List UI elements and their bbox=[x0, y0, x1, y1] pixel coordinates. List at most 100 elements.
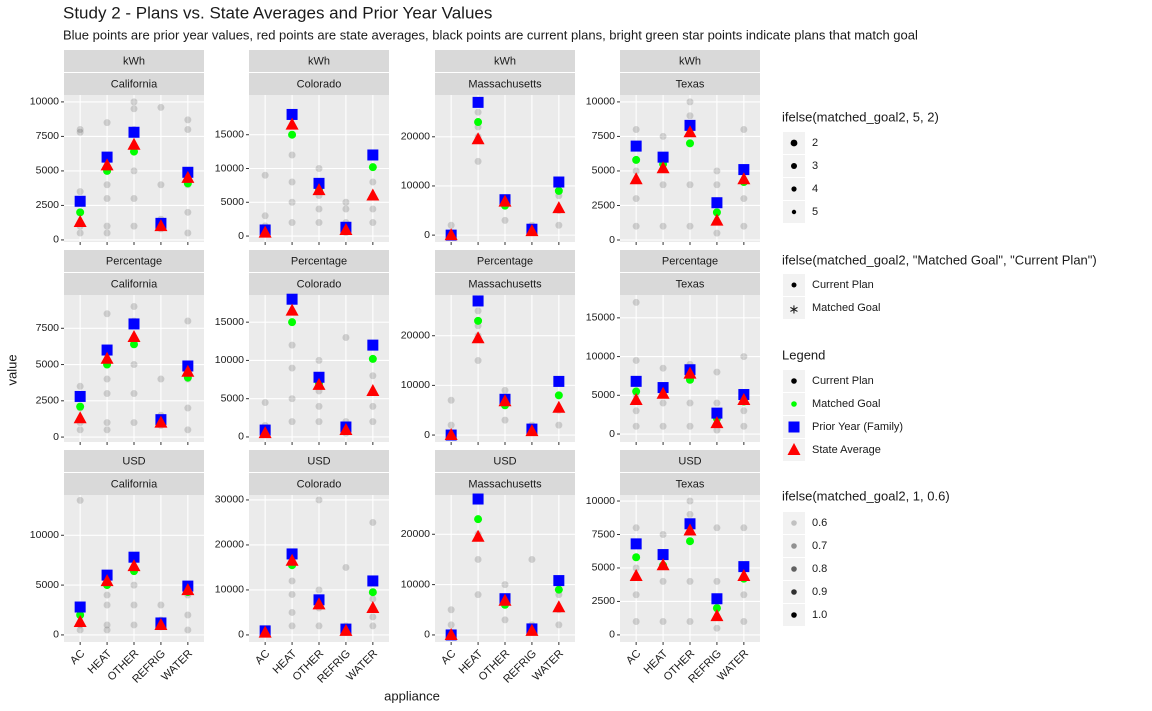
current-plan-point bbox=[76, 382, 84, 390]
strip bbox=[620, 450, 760, 472]
current-plan-point bbox=[130, 105, 138, 113]
series-3-point bbox=[339, 222, 353, 235]
series-3-point bbox=[471, 331, 485, 344]
strip bbox=[249, 250, 389, 272]
current-plan-point bbox=[288, 622, 296, 630]
series-3-point bbox=[471, 132, 485, 145]
current-plan-point bbox=[130, 390, 138, 398]
y-tick-label: 5000 bbox=[592, 562, 616, 574]
strip bbox=[435, 250, 575, 272]
legend-alpha-key bbox=[791, 589, 797, 595]
legend-label: Prior Year (Family) bbox=[812, 421, 903, 433]
current-plan-point bbox=[740, 591, 748, 599]
current-plan-point bbox=[713, 181, 721, 189]
current-plan-point bbox=[103, 626, 111, 634]
series-2-point bbox=[553, 176, 565, 188]
current-plan-point bbox=[288, 590, 296, 598]
strip-label: Colorado bbox=[297, 78, 342, 90]
y-tick-label: 0 bbox=[53, 234, 59, 246]
y-tick-label: 20000 bbox=[401, 131, 430, 143]
current-plan-point bbox=[686, 497, 694, 505]
series-3-point bbox=[285, 117, 299, 130]
strip bbox=[64, 73, 204, 95]
current-plan-point bbox=[659, 364, 667, 372]
y-tick-label: 5000 bbox=[36, 358, 60, 370]
series-2-point bbox=[74, 390, 86, 402]
series-3-point bbox=[444, 228, 458, 241]
series-3-point bbox=[285, 553, 299, 566]
current-plan-point bbox=[632, 356, 640, 364]
current-plan-point bbox=[447, 396, 455, 404]
strip bbox=[249, 273, 389, 295]
current-plan-point bbox=[659, 618, 667, 626]
current-plan-point bbox=[632, 524, 640, 532]
current-plan-point bbox=[288, 151, 296, 159]
y-tick-label: 5000 bbox=[592, 165, 616, 177]
current-plan-point bbox=[76, 188, 84, 196]
strip bbox=[249, 450, 389, 472]
series-3-point bbox=[100, 574, 114, 587]
series-1-point bbox=[288, 318, 297, 327]
series-1-point bbox=[554, 186, 563, 195]
strip-label: USD bbox=[493, 455, 516, 467]
strip-label: Massachusetts bbox=[468, 478, 542, 490]
series-1-point bbox=[474, 515, 483, 524]
strip-label: kWh bbox=[679, 55, 701, 67]
y-tick-label: 2500 bbox=[36, 395, 60, 407]
y-tick-label: 30000 bbox=[215, 494, 244, 506]
strip-label: Texas bbox=[676, 78, 705, 90]
y-tick-label: 0 bbox=[424, 229, 430, 241]
current-plan-point bbox=[288, 608, 296, 616]
y-tick-label: 20000 bbox=[401, 330, 430, 342]
current-plan-point bbox=[342, 205, 350, 213]
series-2-point bbox=[738, 561, 750, 573]
current-plan-point bbox=[157, 103, 165, 111]
y-tick-label: 0 bbox=[53, 629, 59, 641]
series-1-point bbox=[554, 585, 563, 594]
series-2-point bbox=[553, 575, 565, 587]
current-plan-point bbox=[103, 621, 111, 629]
current-plan-point bbox=[555, 421, 563, 429]
current-plan-point bbox=[501, 416, 509, 424]
x-tick-label: AC bbox=[68, 648, 87, 667]
series-2-point bbox=[711, 407, 723, 419]
strip-label: Percentage bbox=[662, 255, 718, 267]
series-2-point bbox=[630, 140, 642, 152]
y-axis-label: value bbox=[4, 354, 19, 385]
current-plan-point bbox=[184, 626, 192, 634]
current-plan-point bbox=[632, 222, 640, 230]
current-plan-point bbox=[501, 216, 509, 224]
strip bbox=[249, 473, 389, 495]
series-2-point bbox=[657, 151, 669, 163]
legend-title: Legend bbox=[782, 347, 825, 362]
current-plan-point bbox=[474, 555, 482, 563]
current-plan-point bbox=[130, 601, 138, 609]
current-plan-point bbox=[686, 577, 694, 585]
series-2-point bbox=[286, 293, 298, 305]
y-tick-label: 2500 bbox=[592, 595, 616, 607]
current-plan-point bbox=[740, 422, 748, 430]
y-tick-label: 0 bbox=[53, 431, 59, 443]
legend-size-key bbox=[791, 186, 797, 192]
current-plan-point bbox=[555, 221, 563, 229]
legend-color-key bbox=[791, 378, 797, 384]
y-tick-label: 0 bbox=[609, 234, 615, 246]
current-plan-point bbox=[632, 298, 640, 306]
current-plan-point bbox=[342, 563, 350, 571]
current-plan-point bbox=[130, 98, 138, 106]
current-plan-point bbox=[103, 426, 111, 434]
current-plan-point bbox=[184, 208, 192, 216]
series-2-point bbox=[128, 126, 140, 138]
series-1-point bbox=[368, 163, 377, 172]
series-1-point bbox=[76, 208, 85, 217]
current-plan-point bbox=[288, 219, 296, 227]
current-plan-point bbox=[632, 564, 640, 572]
current-plan-point bbox=[659, 422, 667, 430]
current-plan-point bbox=[447, 606, 455, 614]
y-tick-label: 7500 bbox=[36, 130, 60, 142]
current-plan-point bbox=[659, 577, 667, 585]
legend-size-key bbox=[790, 139, 798, 147]
series-2-point bbox=[367, 149, 379, 161]
y-tick-label: 0 bbox=[238, 431, 244, 443]
current-plan-point bbox=[261, 171, 269, 179]
